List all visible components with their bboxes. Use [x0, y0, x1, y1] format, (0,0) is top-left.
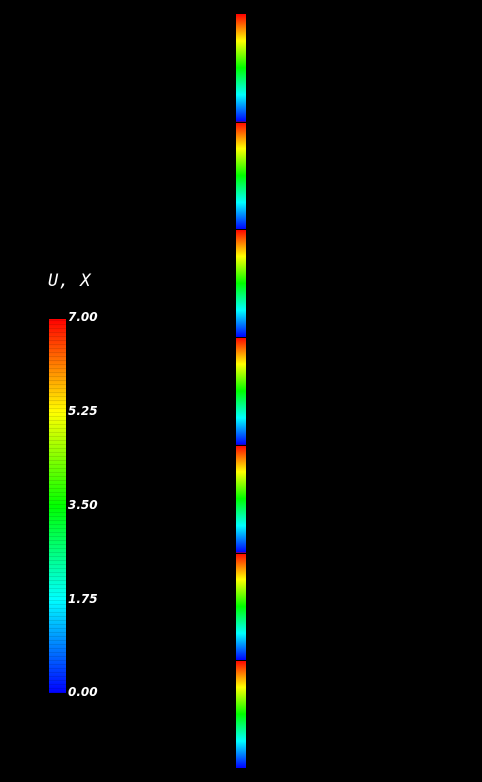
beam-element-7[interactable] — [236, 660, 246, 768]
legend-tick-lower: 1.75 — [68, 592, 98, 606]
beam-mesh — [236, 14, 246, 768]
legend-title: U, X — [48, 271, 91, 291]
beam-element-4[interactable] — [236, 337, 246, 445]
legend-tick-upper: 5.25 — [68, 404, 98, 418]
legend-tick-min: 0.00 — [68, 685, 98, 699]
legend-tick-mid: 3.50 — [68, 498, 98, 512]
beam-model[interactable] — [236, 14, 246, 768]
beam-element-5[interactable] — [236, 444, 246, 553]
beam-element-2[interactable] — [236, 121, 246, 230]
beam-element-3[interactable] — [236, 229, 246, 338]
legend-colorbar — [49, 319, 66, 693]
beam-element-6[interactable] — [236, 552, 246, 661]
beam-element-1[interactable] — [236, 14, 246, 122]
legend-tick-max: 7.00 — [68, 310, 98, 324]
